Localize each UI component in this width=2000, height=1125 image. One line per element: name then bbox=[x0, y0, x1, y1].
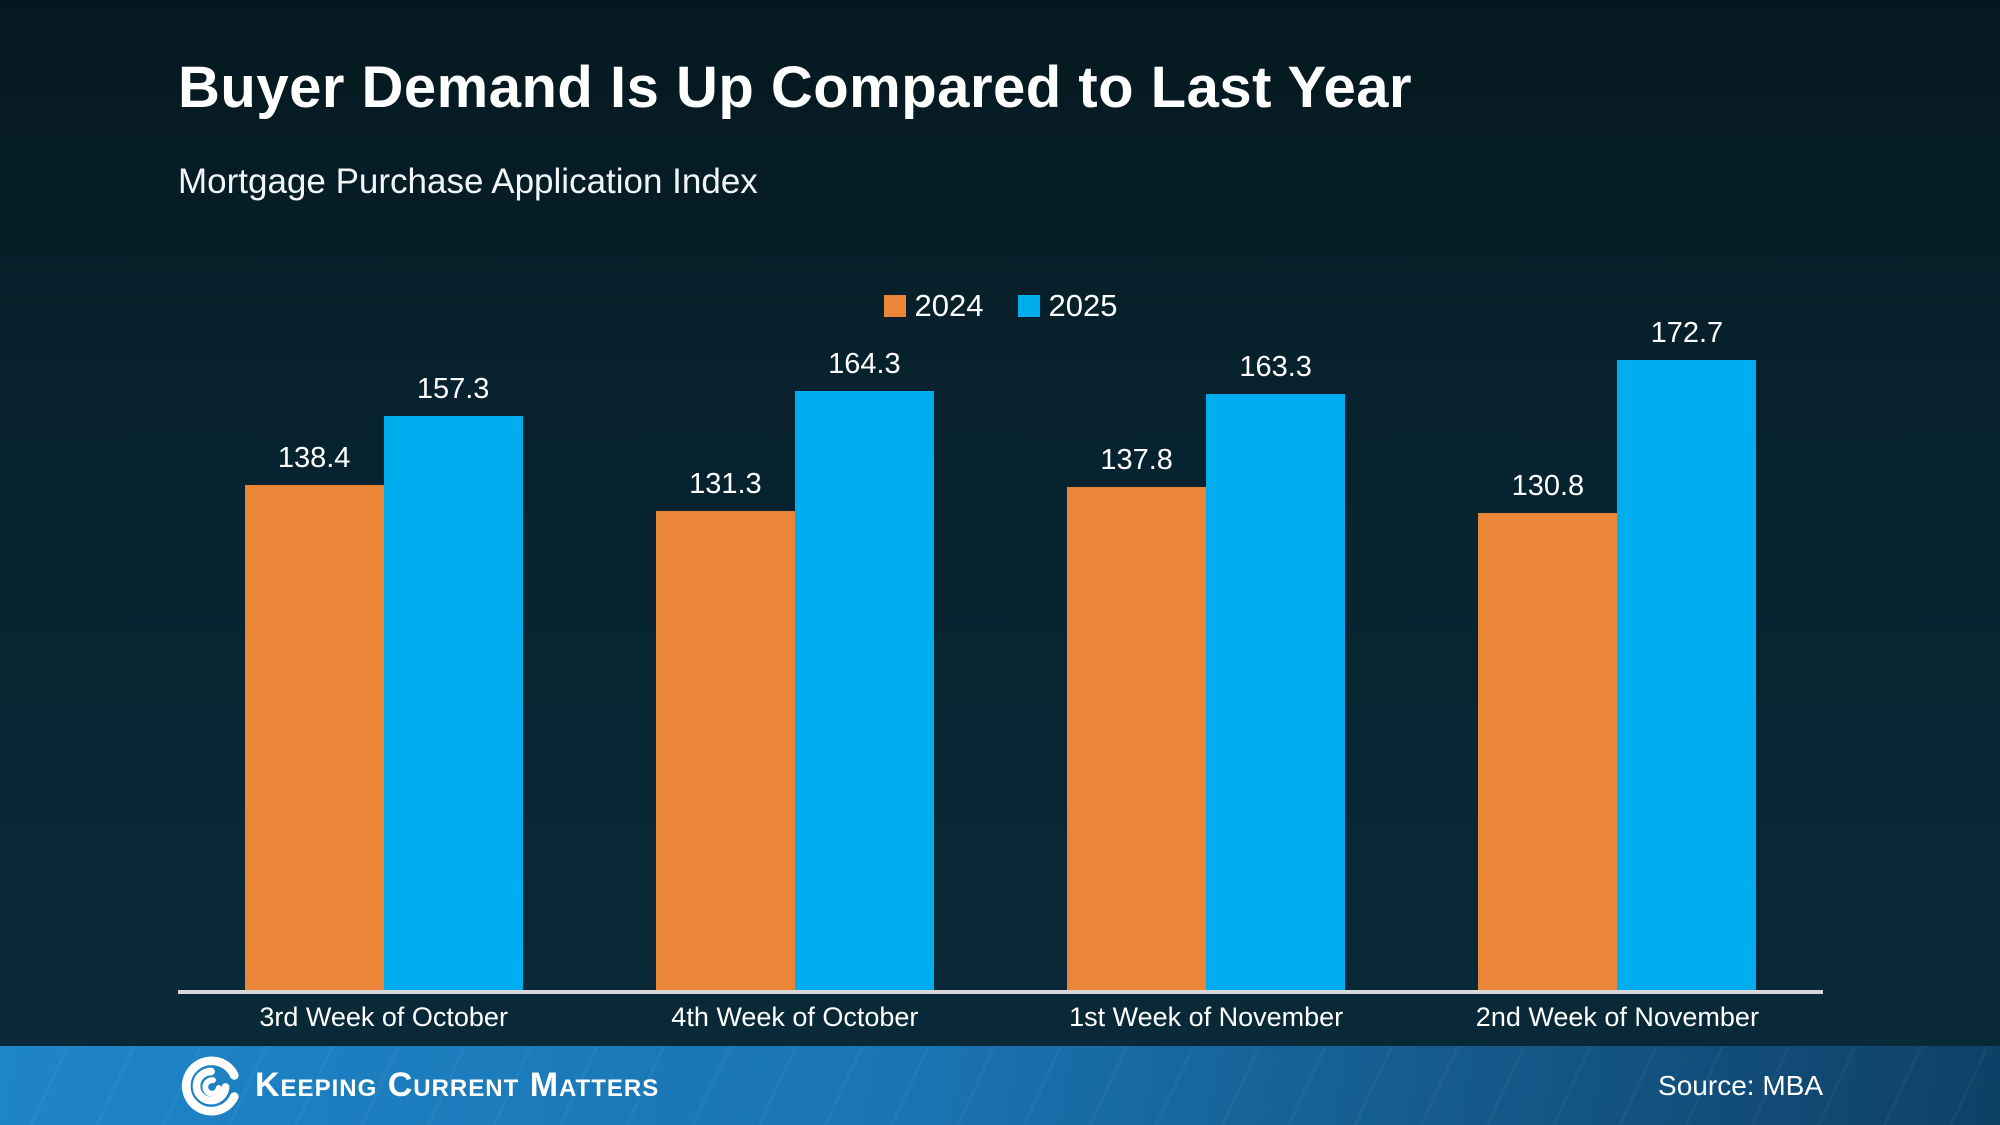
x-axis-label-3: 1st Week of November bbox=[1069, 1002, 1344, 1032]
bar-2024-2 bbox=[655, 511, 795, 990]
chart-title: Buyer Demand Is Up Compared to Last Year bbox=[178, 55, 1413, 120]
bar-value-label-2024-4: 130.8 bbox=[1511, 470, 1585, 502]
plot-area: 138.4 157.3 131.3 164.3 137.8 163.3 130.8 172.7 bbox=[178, 310, 1823, 990]
bar-value-label-2025-2: 164.3 bbox=[828, 348, 901, 380]
x-axis-line bbox=[178, 990, 1823, 994]
bar-wrap-2024-3: 137.8 bbox=[1067, 444, 1207, 990]
kcm-spiral-logo-icon bbox=[181, 1055, 243, 1117]
legend-item-2025: 2025 bbox=[1017, 288, 1118, 324]
bar-value-label-2024-2: 131.3 bbox=[689, 468, 762, 500]
bar-2025-3 bbox=[1206, 394, 1346, 990]
bar-wrap-2025-4: 172.7 bbox=[1617, 317, 1757, 990]
bar-value-label-2024-1: 138.4 bbox=[277, 442, 351, 474]
bar-value-label-2025-3: 163.3 bbox=[1239, 351, 1312, 383]
bar-group-2: 131.3 164.3 bbox=[589, 348, 1000, 990]
bar-value-label-2025-4: 172.7 bbox=[1650, 317, 1724, 349]
source-label: Source: MBA bbox=[1658, 1069, 1823, 1101]
legend-swatch-2024 bbox=[883, 295, 906, 317]
bar-2025-4 bbox=[1617, 360, 1757, 990]
legend-label-2024: 2024 bbox=[914, 288, 984, 323]
bar-wrap-2025-3: 163.3 bbox=[1206, 351, 1346, 990]
bar-2025-2 bbox=[794, 391, 934, 990]
bar-group-3: 137.8 163.3 bbox=[1001, 351, 1412, 990]
bar-wrap-2025-1: 157.3 bbox=[383, 373, 523, 990]
bar-2025-1 bbox=[383, 416, 523, 990]
bar-2024-1 bbox=[244, 485, 384, 990]
x-axis-label-1: 3rd Week of October bbox=[259, 1002, 508, 1032]
footer-bar: Keeping Current Matters Source: MBA bbox=[0, 1046, 2000, 1125]
legend-swatch-2025 bbox=[1017, 295, 1040, 317]
x-axis-label-2: 4th Week of October bbox=[671, 1002, 919, 1032]
bar-value-label-2024-3: 137.8 bbox=[1100, 444, 1173, 476]
bar-wrap-2025-2: 164.3 bbox=[794, 348, 934, 990]
legend-label-2025: 2025 bbox=[1048, 288, 1118, 323]
bar-wrap-2024-1: 138.4 bbox=[244, 442, 384, 990]
brand-lockup: Keeping Current Matters bbox=[181, 1055, 659, 1117]
x-axis-label-4: 2nd Week of November bbox=[1475, 1002, 1759, 1032]
x-axis-labels: 3rd Week of October 4th Week of October 1s… bbox=[178, 1002, 1823, 1033]
bar-wrap-2024-4: 130.8 bbox=[1478, 470, 1618, 990]
brand-name: Keeping Current Matters bbox=[255, 1066, 660, 1104]
bar-2024-3 bbox=[1067, 487, 1207, 990]
legend-item-2024: 2024 bbox=[883, 288, 984, 324]
chart-legend: 2024 2025 bbox=[178, 288, 1823, 324]
bar-group-1: 138.4 157.3 bbox=[178, 373, 589, 990]
bar-group-4: 130.8 172.7 bbox=[1412, 317, 1823, 990]
bar-2024-4 bbox=[1478, 513, 1618, 990]
bar-wrap-2024-2: 131.3 bbox=[655, 468, 795, 990]
chart-subtitle: Mortgage Purchase Application Index bbox=[178, 162, 758, 201]
bar-value-label-2025-1: 157.3 bbox=[416, 373, 490, 405]
